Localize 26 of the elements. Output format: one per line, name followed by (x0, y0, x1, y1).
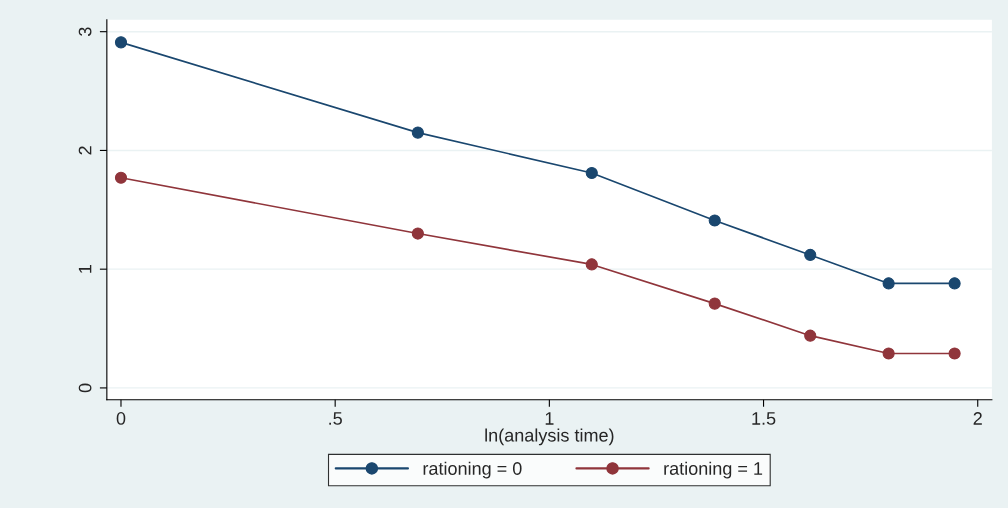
y-tick-label: 0 (78, 383, 92, 393)
point (585, 166, 598, 180)
y-tick-label: 2 (78, 146, 92, 155)
point (948, 347, 961, 360)
point (114, 36, 128, 49)
point (882, 347, 895, 360)
y-tick-label: 1 (78, 265, 92, 273)
point (411, 126, 424, 139)
point (882, 277, 895, 290)
x-tick-label: 0 (116, 412, 126, 425)
legend-label: rationing = 1 (664, 461, 763, 479)
point (948, 277, 961, 290)
x-tick-label: 2 (973, 412, 982, 425)
x-tick-label: 1.5 (752, 412, 776, 425)
point (585, 258, 598, 271)
point (804, 248, 817, 261)
x-tick-label: 1 (545, 412, 554, 425)
point (804, 329, 817, 342)
legend-label: rationing = 0 (423, 461, 522, 479)
point (708, 297, 721, 310)
point (411, 227, 424, 240)
x-tick-label: .5 (329, 412, 342, 425)
x-axis-title: ln(analysis time) (485, 428, 614, 446)
y-tick-label: 3 (78, 27, 92, 37)
point (114, 171, 128, 184)
point (708, 214, 721, 227)
